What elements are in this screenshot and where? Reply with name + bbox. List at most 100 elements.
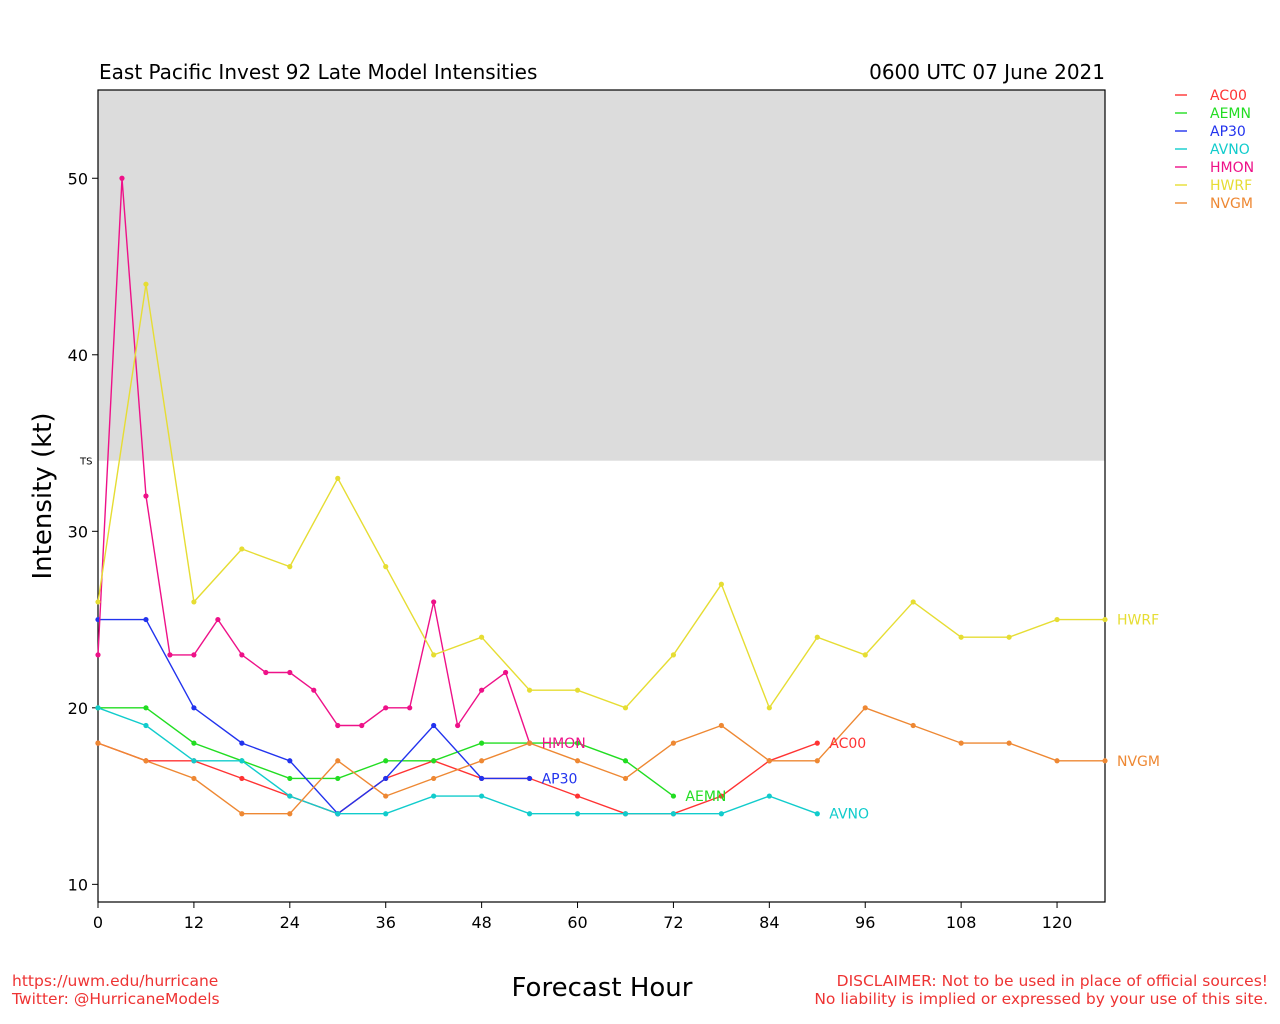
data-point-hwrf — [670, 652, 677, 658]
data-point-aemn — [287, 775, 293, 782]
footer-url[interactable]: https://uwm.edu/hurricane — [12, 972, 219, 990]
data-point-nvgm — [622, 775, 629, 782]
x-tick-label: 96 — [855, 913, 875, 932]
data-point-hmon — [263, 669, 269, 676]
data-point-nvgm — [383, 793, 389, 799]
data-point-hwrf — [1054, 616, 1060, 623]
data-point-nvgm — [958, 740, 964, 746]
data-point-avno — [143, 722, 149, 729]
data-point-nvgm — [479, 758, 485, 764]
data-point-avno — [383, 811, 389, 817]
x-tick-label: 120 — [1042, 913, 1073, 932]
x-tick-label: 60 — [567, 913, 587, 932]
data-point-avno — [479, 793, 485, 799]
data-point-nvgm — [95, 740, 101, 746]
footer-disclaimer: DISCLAIMER: Not to be used in place of o… — [814, 972, 1268, 1008]
data-point-ap30 — [191, 705, 197, 711]
ts-threshold-label: TS — [79, 457, 92, 468]
data-point-avno — [287, 793, 293, 799]
chart-timestamp: 0600 UTC 07 June 2021 — [869, 60, 1105, 84]
data-point-hwrf — [239, 546, 245, 552]
end-label-ap30: AP30 — [542, 771, 578, 787]
data-point-nvgm — [1102, 758, 1108, 764]
data-point-avno — [670, 811, 677, 817]
data-point-avno — [766, 793, 772, 799]
data-point-hwrf — [479, 634, 485, 640]
data-point-hwrf — [622, 705, 629, 711]
data-point-ac00 — [239, 775, 245, 782]
data-point-hmon — [383, 705, 389, 711]
data-point-ac00 — [574, 793, 581, 799]
data-point-hwrf — [191, 599, 197, 605]
data-point-avno — [335, 811, 341, 817]
data-point-hmon — [431, 599, 437, 605]
data-point-hmon — [119, 175, 125, 181]
data-point-avno — [814, 811, 820, 817]
data-point-hwrf — [574, 687, 581, 693]
data-point-ap30 — [431, 722, 437, 729]
data-point-hwrf — [814, 634, 820, 640]
legend-label-ap30: AP30 — [1210, 124, 1246, 140]
data-point-hwrf — [958, 634, 964, 640]
data-point-nvgm — [1054, 758, 1060, 764]
data-point-hwrf — [1006, 634, 1012, 640]
data-point-nvgm — [1006, 740, 1012, 746]
data-point-aemn — [191, 740, 197, 746]
data-point-hmon — [191, 652, 197, 658]
end-label-hmon: HMON — [542, 736, 586, 752]
data-point-nvgm — [910, 722, 916, 729]
series-line-aemn — [98, 707, 674, 797]
x-tick-label: 108 — [946, 913, 977, 932]
data-point-hmon — [167, 652, 173, 658]
data-point-aemn — [383, 758, 389, 764]
data-point-aemn — [143, 705, 149, 711]
data-point-hmon — [239, 652, 245, 658]
end-label-avno: AVNO — [829, 807, 869, 823]
footer-twitter[interactable]: Twitter: @HurricaneModels — [12, 990, 220, 1008]
footer-links: https://uwm.edu/hurricane Twitter: @Hurr… — [12, 972, 220, 1008]
data-point-hwrf — [526, 687, 533, 693]
data-point-avno — [718, 811, 724, 817]
legend-label-avno: AVNO — [1210, 142, 1250, 158]
data-point-avno — [431, 793, 437, 799]
data-point-hmon — [359, 722, 365, 729]
chart-title: East Pacific Invest 92 Late Model Intens… — [99, 60, 537, 84]
y-tick-label: 10 — [68, 875, 88, 894]
data-point-ap30 — [383, 775, 389, 782]
data-point-aemn — [335, 775, 341, 782]
data-point-nvgm — [670, 740, 677, 746]
data-point-hwrf — [383, 564, 389, 570]
legend: AC00 AEMN AP30 AVNO HMON HWRF NVGM — [1175, 88, 1254, 212]
data-point-ap30 — [239, 740, 245, 746]
data-point-hmon — [335, 722, 341, 729]
data-point-hmon — [215, 616, 221, 623]
data-point-hwrf — [431, 652, 437, 658]
data-point-hwrf — [766, 705, 772, 711]
data-point-hmon — [287, 669, 293, 676]
data-point-hwrf — [287, 564, 293, 570]
ts-shaded-region — [98, 90, 1105, 461]
data-point-nvgm — [239, 811, 245, 817]
data-point-avno — [239, 758, 245, 764]
x-tick-label: 0 — [93, 913, 103, 932]
data-point-ap30 — [479, 775, 485, 782]
data-point-avno — [526, 811, 533, 817]
data-point-hwrf — [910, 599, 916, 605]
data-point-hwrf — [335, 475, 341, 481]
data-point-avno — [95, 705, 101, 711]
data-point-hmon — [455, 722, 461, 729]
data-point-hwrf — [862, 652, 868, 658]
legend-label-hwrf: HWRF — [1210, 178, 1252, 194]
data-point-aemn — [431, 758, 437, 764]
data-point-aemn — [622, 758, 629, 764]
data-point-aemn — [479, 740, 485, 746]
data-point-hmon — [479, 687, 485, 693]
y-tick-label: 30 — [68, 522, 88, 541]
data-point-ap30 — [526, 775, 533, 782]
data-point-ac00 — [718, 793, 724, 799]
data-point-nvgm — [718, 722, 724, 729]
series-line-ap30 — [98, 618, 530, 815]
end-label-hwrf: HWRF — [1117, 613, 1159, 629]
data-point-avno — [191, 758, 197, 764]
